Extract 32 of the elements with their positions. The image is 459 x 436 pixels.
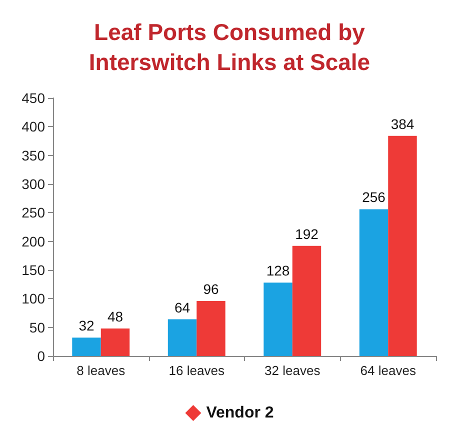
- y-tick-label: 0: [37, 348, 46, 364]
- y-tick-label: 150: [22, 262, 46, 278]
- data-label: 64: [174, 299, 190, 316]
- data-label: 384: [390, 116, 414, 132]
- bar: [72, 338, 101, 356]
- y-tick-label: 100: [22, 290, 46, 307]
- y-tick-label: 350: [22, 147, 46, 164]
- data-label: 48: [107, 308, 124, 324]
- data-label: 32: [78, 318, 95, 334]
- chart-title: Leaf Ports Consumed by Interswitch Links at Scale: [88, 19, 370, 75]
- bar: [196, 300, 226, 356]
- x-tick-label: 16 leaves: [168, 363, 225, 378]
- y-tick-label: 50: [29, 319, 46, 336]
- bar: [388, 136, 417, 356]
- data-label: 256: [362, 189, 386, 206]
- y-tick-label: 250: [22, 204, 46, 221]
- y-tick-label: 300: [22, 176, 46, 192]
- data-label: 192: [295, 226, 319, 242]
- data-label: 128: [266, 262, 290, 279]
- x-tick-label: 32 leaves: [264, 363, 321, 378]
- y-tick-label: 450: [22, 90, 46, 106]
- y-tick-label: 400: [22, 118, 46, 135]
- bar: [292, 246, 322, 356]
- x-tick-label: 8 leaves: [76, 363, 126, 378]
- data-label: 96: [203, 280, 219, 297]
- bar: [264, 282, 292, 356]
- y-tick-label: 200: [22, 233, 46, 250]
- bar: [100, 328, 130, 356]
- legend-label: Vendor 2: [206, 404, 274, 422]
- x-tick-label: 64 leaves: [360, 363, 416, 378]
- bar: [168, 319, 197, 356]
- bar: [359, 209, 388, 356]
